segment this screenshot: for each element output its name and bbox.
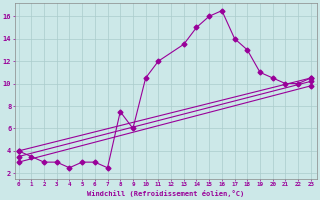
X-axis label: Windchill (Refroidissement éolien,°C): Windchill (Refroidissement éolien,°C) bbox=[87, 190, 244, 197]
